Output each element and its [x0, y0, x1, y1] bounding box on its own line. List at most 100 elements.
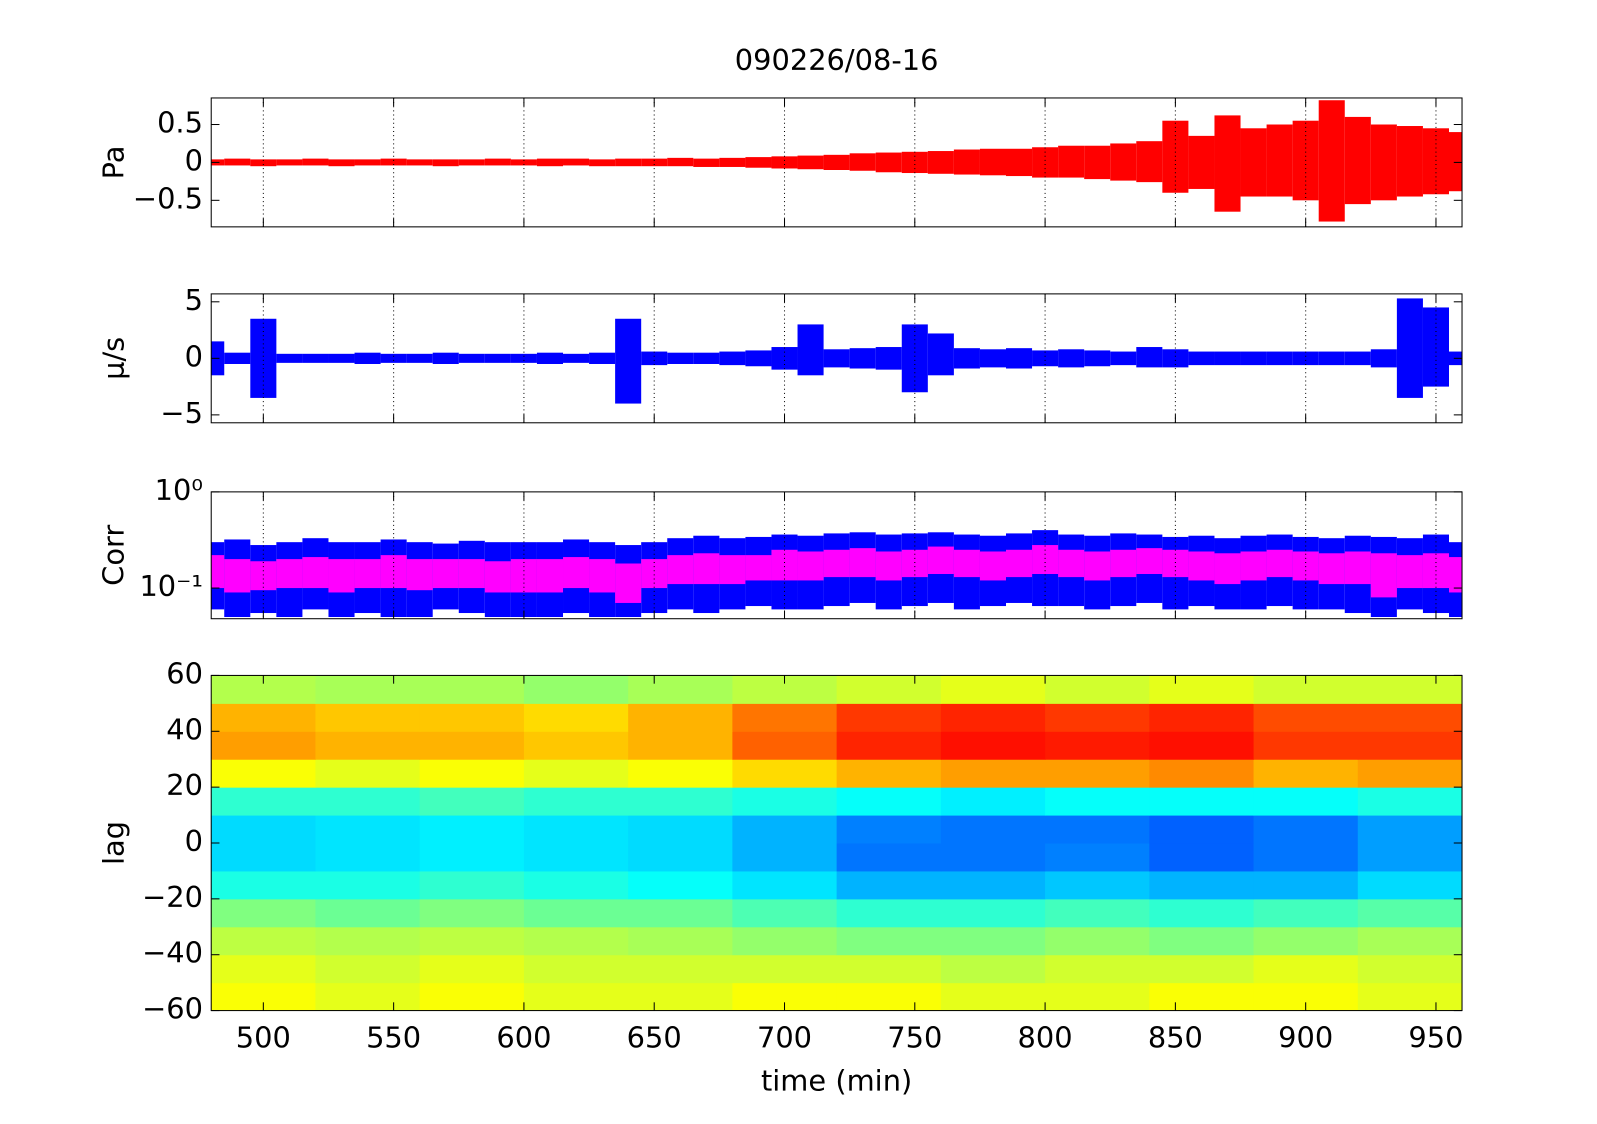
signal-band: [1240, 128, 1267, 197]
signal-band: [589, 159, 616, 167]
heatmap-cell: [1045, 675, 1150, 704]
signal-band: [1136, 141, 1163, 183]
heatmap-cell: [1149, 815, 1255, 844]
y-tick-label: 10⁻¹: [139, 569, 203, 603]
signal-band: [1136, 347, 1163, 368]
heatmap-cell: [1357, 675, 1463, 704]
signal-band: [1344, 551, 1371, 585]
signal-band: [458, 159, 485, 166]
signal-band: [432, 159, 459, 167]
heatmap-cell: [211, 815, 316, 844]
signal-band: [1110, 351, 1137, 366]
signal-band: [615, 158, 642, 167]
signal-band: [615, 563, 642, 603]
signal-band: [641, 351, 668, 366]
axes-frame: [210, 491, 1463, 620]
signal-band: [927, 546, 954, 575]
signal-band: [667, 352, 694, 364]
x-tick-label: 550: [366, 1020, 421, 1054]
heatmap-cell: [315, 843, 421, 872]
heatmap-cell: [836, 926, 942, 956]
heatmap-cell: [732, 926, 838, 956]
signal-band: [1266, 549, 1293, 578]
heatmap-cell: [1045, 898, 1150, 928]
heatmap-cell: [1253, 898, 1359, 928]
heatmap-cell: [419, 982, 525, 1011]
heatmap-cell: [940, 815, 1046, 844]
heatmap-cell: [1149, 898, 1255, 928]
signal-band: [875, 152, 902, 173]
heatmap-cell: [1045, 703, 1150, 732]
y-tick-label: 0.5: [157, 105, 203, 139]
y-tick-label: 40: [166, 712, 203, 746]
heatmap-cell: [1045, 870, 1150, 900]
x-tick-label: 850: [1148, 1020, 1203, 1054]
heatmap-cell: [1045, 954, 1150, 984]
signal-band: [1318, 100, 1345, 222]
heatmap-cell: [1253, 954, 1359, 984]
signal-band: [276, 353, 303, 363]
plot-area: [211, 675, 1463, 1011]
signal-band: [693, 158, 720, 167]
signal-band: [250, 159, 277, 167]
signal-band: [1344, 116, 1371, 205]
y-axis-label: lag: [96, 821, 130, 865]
signal-band: [979, 551, 1007, 581]
x-axis-label: time (min): [761, 1064, 912, 1098]
signal-band: [1344, 351, 1371, 366]
heatmap-cell: [1045, 843, 1150, 872]
signal-band: [719, 351, 746, 366]
signal-band: [1422, 307, 1449, 387]
heatmap-cell: [419, 759, 525, 788]
signal-band: [797, 155, 824, 170]
heatmap-cell: [1253, 703, 1359, 732]
signal-band: [458, 353, 485, 363]
signal-band: [563, 353, 590, 363]
signal-band: [354, 559, 381, 589]
signal-band: [719, 555, 746, 585]
signal-band: [224, 559, 251, 593]
signal-band: [1084, 145, 1111, 180]
y-tick-label: 0: [185, 339, 203, 373]
y-tick-label: 10⁰: [155, 473, 203, 507]
y-axis-label: μ/s: [96, 337, 130, 380]
signal-band: [328, 353, 355, 363]
heatmap-cell: [628, 815, 733, 844]
heatmap-cell: [523, 731, 629, 760]
y-tick-label: −40: [142, 936, 203, 970]
heatmap-cell: [419, 870, 525, 900]
heatmap-cell: [732, 815, 838, 844]
heatmap-cell: [315, 675, 421, 704]
heatmap-cell: [419, 954, 525, 984]
heatmap-cell: [211, 954, 316, 984]
heatmap-cell: [523, 815, 629, 844]
heatmap-cell: [523, 703, 629, 732]
signal-band: [536, 559, 564, 593]
heatmap-cell: [1253, 731, 1359, 760]
y-tick-label: 60: [166, 656, 203, 690]
heatmap-cell: [1357, 982, 1463, 1011]
signal-band: [1188, 551, 1215, 581]
axes-frame: [210, 674, 1463, 1012]
heatmap-cell: [1357, 703, 1463, 732]
heatmap-cell: [1045, 759, 1150, 788]
signal-band: [1084, 551, 1111, 581]
signal-band: [797, 324, 824, 376]
heatmap-cell: [1149, 954, 1255, 984]
signal-band: [536, 352, 564, 364]
heatmap-cell: [836, 870, 942, 900]
y-tick-label: −0.5: [133, 181, 203, 215]
signal-band: [536, 158, 564, 167]
heatmap-cell: [732, 787, 838, 816]
signal-band: [1422, 128, 1449, 195]
signal-band: [1214, 351, 1241, 366]
y-tick-label: 0: [185, 824, 203, 858]
plot-area: [211, 298, 1463, 404]
signal-band: [667, 555, 694, 585]
heatmap-cell: [628, 759, 733, 788]
signal-band: [1318, 553, 1345, 585]
heatmap-cell: [628, 870, 733, 900]
heatmap-cell: [419, 787, 525, 816]
heatmap-cell: [836, 843, 942, 872]
heatmap-cell: [1253, 787, 1359, 816]
